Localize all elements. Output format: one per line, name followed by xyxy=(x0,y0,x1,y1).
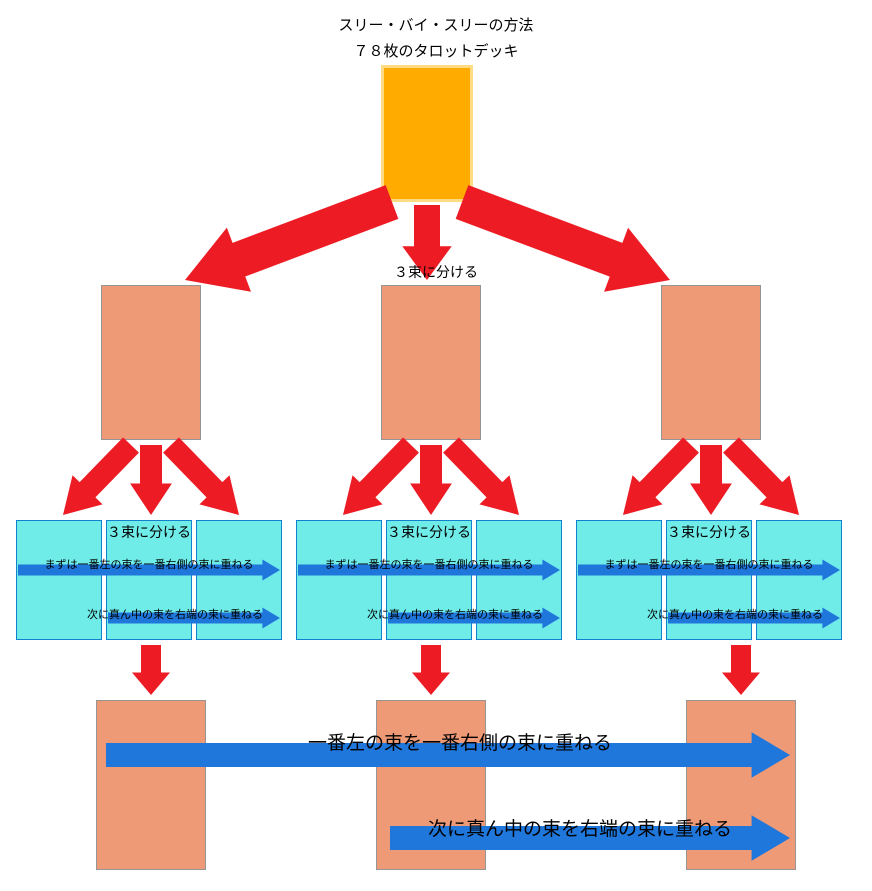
red-mid-arrow-1-0 xyxy=(328,430,426,529)
instr2-label-1: 次に真ん中の束を右端の束に重ねる xyxy=(367,606,543,622)
red-big-arrow-2 xyxy=(450,170,682,312)
pile-row2-2 xyxy=(661,285,761,440)
red-mid-arrow-1-1 xyxy=(410,445,452,515)
cyan-card-0-0 xyxy=(16,520,102,640)
red-mid-arrow-2-0 xyxy=(608,430,706,529)
pile-row2-1 xyxy=(381,285,481,440)
cyan-card-1-2 xyxy=(476,520,562,640)
red-mid-arrow-0-1 xyxy=(130,445,172,515)
cyan-card-0-2 xyxy=(196,520,282,640)
red-big-arrow-0 xyxy=(173,170,404,312)
red-small-arrow-0 xyxy=(132,645,170,695)
red-mid-arrow-0-2 xyxy=(156,430,254,529)
title: スリー・バイ・スリーの方法 xyxy=(338,14,533,35)
instr1-label-1: まずは一番左の束を一番右側の束に重ねる xyxy=(325,556,534,572)
instr1-label-2: まずは一番左の束を一番右側の束に重ねる xyxy=(605,556,814,572)
pile-row2-0 xyxy=(101,285,201,440)
instr1-label-0: まずは一番左の束を一番右側の束に重ねる xyxy=(45,556,254,572)
split3-mid-label-1: ３束に分ける xyxy=(387,522,471,542)
diagram-stage: スリー・バイ・スリーの方法 ７８枚のタロットデッキ ３束に分ける ３束に分ける ３束に分… xyxy=(0,0,872,891)
split3-mid-label-0: ３束に分ける xyxy=(107,522,191,542)
red-mid-arrow-2-1 xyxy=(690,445,732,515)
deck-label: ７８枚のタロットデッキ xyxy=(353,40,518,61)
pile-row4-2 xyxy=(686,700,796,870)
red-small-arrow-2 xyxy=(722,645,760,695)
cyan-card-2-2 xyxy=(756,520,842,640)
split3-mid-label-2: ３束に分ける xyxy=(667,522,751,542)
red-mid-arrow-0-0 xyxy=(48,430,146,529)
big-instr2: 次に真ん中の束を右端の束に重ねる xyxy=(428,814,732,841)
cyan-card-1-0 xyxy=(296,520,382,640)
red-small-arrow-1 xyxy=(412,645,450,695)
instr2-label-0: 次に真ん中の束を右端の束に重ねる xyxy=(87,606,263,622)
big-instr1: 一番左の束を一番右側の束に重ねる xyxy=(308,728,612,755)
red-mid-arrow-1-2 xyxy=(436,430,534,529)
pile-row4-1 xyxy=(376,700,486,870)
instr2-label-2: 次に真ん中の束を右端の束に重ねる xyxy=(647,606,823,622)
pile-row4-0 xyxy=(96,700,206,870)
tarot-deck xyxy=(381,65,473,202)
cyan-card-2-0 xyxy=(576,520,662,640)
red-mid-arrow-2-2 xyxy=(716,430,814,529)
split3-top-label: ３束に分ける xyxy=(394,262,478,282)
